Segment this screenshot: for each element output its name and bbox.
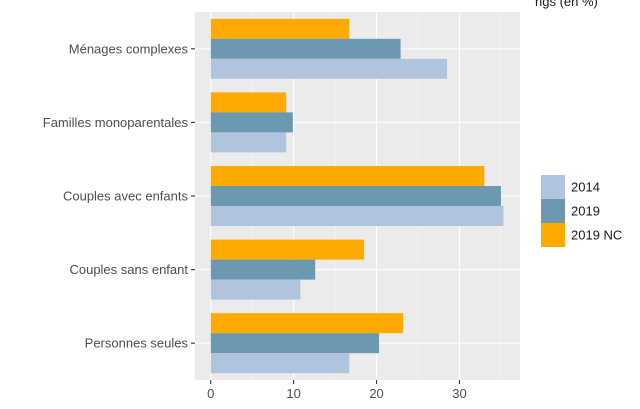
x-tick-label: 0: [207, 386, 214, 401]
legend-key: [541, 199, 565, 223]
y-axis: Ménages complexes Familles monoparentales…: [43, 41, 195, 351]
bar: [210, 206, 504, 226]
y-tick-label: Couples sans enfant: [69, 262, 188, 277]
legend-label: 2014: [571, 180, 600, 195]
bar: [210, 38, 401, 59]
legend-key: [541, 223, 565, 247]
legend: 2014 2019 2019 NC: [541, 175, 622, 247]
bar: [210, 92, 287, 113]
y-tick-label: Ménages complexes: [69, 41, 189, 56]
x-tick-label: 30: [452, 386, 466, 401]
bar: [210, 333, 380, 354]
legend-label: 2019 NC: [571, 228, 622, 243]
x-tick-label: 20: [369, 386, 383, 401]
bar: [210, 313, 404, 334]
chart-caption: ngs (en %): [535, 0, 598, 9]
bar: [210, 259, 316, 280]
bars-layer: [210, 18, 504, 374]
bar: [210, 239, 365, 260]
y-tick-label: Personnes seules: [85, 336, 189, 351]
bar: [210, 166, 485, 186]
bar: [210, 186, 501, 206]
y-tick-label: Couples avec enfants: [63, 189, 189, 204]
x-axis: 0 10 20 30: [207, 380, 467, 401]
legend-key: [541, 175, 565, 199]
y-tick-label: Familles monoparentales: [43, 115, 189, 130]
bar: [210, 112, 293, 133]
bar: [210, 18, 350, 39]
bar: [210, 279, 301, 300]
legend-label: 2019: [571, 204, 600, 219]
bar: [210, 132, 287, 153]
bar: [210, 353, 350, 374]
bar: [210, 58, 448, 79]
x-tick-label: 10: [286, 386, 300, 401]
